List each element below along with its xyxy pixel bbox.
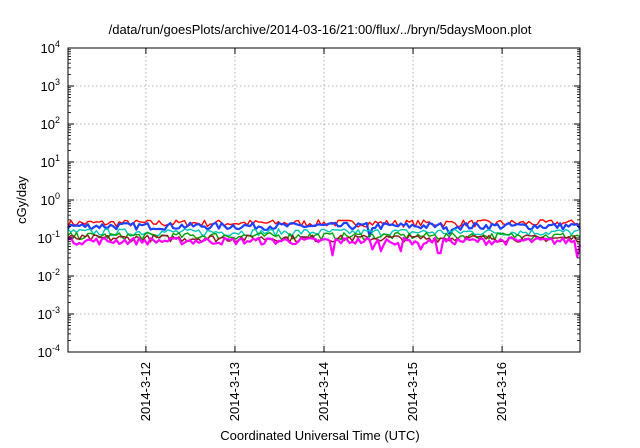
chart-title: /data/run/goesPlots/archive/2014-03-16/2… (108, 22, 532, 37)
y-tick-label: 103 (41, 77, 60, 94)
y-tick-label: 10-3 (38, 305, 60, 322)
x-tick-label: 2014-3-12 (138, 362, 153, 421)
y-tick-label: 10-2 (38, 267, 60, 284)
grid-lines (68, 48, 580, 352)
series-line (67, 236, 582, 258)
y-tick-label: 100 (41, 191, 60, 208)
x-tick-label: 2014-3-16 (494, 362, 509, 421)
x-tick-label: 2014-3-13 (227, 362, 242, 421)
series-line (67, 221, 581, 238)
x-axis-label: Coordinated Universal Time (UTC) (220, 428, 420, 443)
axis-ticks: 10-4 10-3 10-2 10-1 100 101 102 103 104 2014-3-12… (38, 39, 580, 421)
y-tick-label: 102 (41, 115, 60, 132)
y-axis-label: cGy/day (14, 176, 29, 224)
x-tick-label: 2014-3-14 (316, 362, 331, 421)
y-tick-label: 104 (41, 39, 60, 56)
y-tick-label: 101 (41, 153, 60, 170)
x-tick-label: 2014-3-15 (405, 362, 420, 421)
y-tick-label: 10-1 (38, 229, 60, 246)
series-lines (67, 219, 582, 258)
y-tick-label: 10-4 (38, 343, 60, 360)
